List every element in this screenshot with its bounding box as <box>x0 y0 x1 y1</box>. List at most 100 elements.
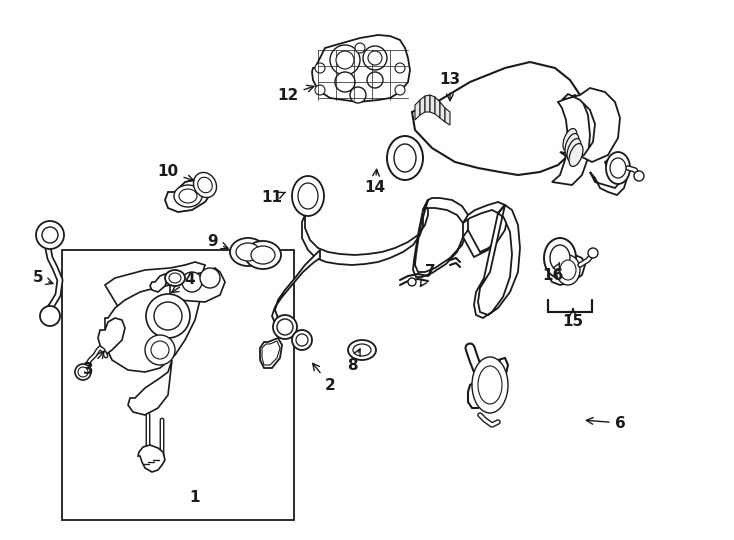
Circle shape <box>336 51 354 69</box>
Text: 3: 3 <box>83 352 104 377</box>
Ellipse shape <box>169 273 181 283</box>
Polygon shape <box>560 88 620 162</box>
Polygon shape <box>138 445 165 472</box>
Circle shape <box>277 319 293 335</box>
Ellipse shape <box>478 366 502 404</box>
Text: 12: 12 <box>277 85 314 103</box>
Polygon shape <box>413 198 468 277</box>
Text: 15: 15 <box>562 309 584 329</box>
Polygon shape <box>425 95 430 112</box>
Circle shape <box>296 334 308 346</box>
Polygon shape <box>435 97 440 118</box>
Circle shape <box>292 330 312 350</box>
Ellipse shape <box>610 158 626 178</box>
Text: 14: 14 <box>365 170 385 195</box>
Text: 11: 11 <box>261 191 286 206</box>
Text: 6: 6 <box>586 415 625 430</box>
Text: 9: 9 <box>208 234 228 249</box>
Ellipse shape <box>230 238 266 266</box>
Polygon shape <box>105 285 200 372</box>
Ellipse shape <box>236 243 260 261</box>
Circle shape <box>273 315 297 339</box>
Polygon shape <box>420 96 425 115</box>
Circle shape <box>408 278 416 286</box>
Ellipse shape <box>565 133 579 157</box>
Text: 8: 8 <box>346 349 360 373</box>
Polygon shape <box>415 100 420 120</box>
Polygon shape <box>552 95 590 185</box>
Circle shape <box>42 227 58 243</box>
Circle shape <box>368 51 382 65</box>
Circle shape <box>40 306 60 326</box>
Text: 1: 1 <box>190 490 200 505</box>
Text: 16: 16 <box>542 263 564 284</box>
Polygon shape <box>150 274 168 292</box>
Ellipse shape <box>560 260 576 280</box>
Circle shape <box>78 367 88 377</box>
Ellipse shape <box>353 344 371 356</box>
Polygon shape <box>98 318 125 355</box>
Bar <box>62 250 294 520</box>
Ellipse shape <box>197 177 212 193</box>
Ellipse shape <box>550 245 570 271</box>
Ellipse shape <box>606 152 630 184</box>
Circle shape <box>146 294 190 338</box>
Ellipse shape <box>567 139 581 161</box>
Polygon shape <box>463 202 508 257</box>
Text: 13: 13 <box>440 72 460 100</box>
Ellipse shape <box>292 176 324 216</box>
Text: 7: 7 <box>421 265 435 286</box>
Polygon shape <box>170 268 225 302</box>
Polygon shape <box>262 341 280 365</box>
Polygon shape <box>128 360 172 415</box>
Polygon shape <box>272 250 320 327</box>
Ellipse shape <box>544 238 576 278</box>
Polygon shape <box>260 338 282 368</box>
Circle shape <box>36 221 64 249</box>
Ellipse shape <box>165 270 185 286</box>
Circle shape <box>151 341 169 359</box>
Circle shape <box>182 272 202 292</box>
Circle shape <box>200 268 220 288</box>
Ellipse shape <box>556 255 580 285</box>
Ellipse shape <box>563 129 577 151</box>
Circle shape <box>330 45 360 75</box>
Circle shape <box>395 63 405 73</box>
Polygon shape <box>430 95 435 114</box>
Text: 4: 4 <box>172 273 195 293</box>
Ellipse shape <box>394 144 416 172</box>
Ellipse shape <box>179 189 197 203</box>
Ellipse shape <box>387 136 423 180</box>
Circle shape <box>395 85 405 95</box>
Ellipse shape <box>174 185 202 207</box>
Ellipse shape <box>245 241 281 269</box>
Polygon shape <box>312 35 410 102</box>
Circle shape <box>335 72 355 92</box>
Ellipse shape <box>569 144 583 166</box>
Text: 2: 2 <box>313 363 335 393</box>
Circle shape <box>588 248 598 258</box>
Polygon shape <box>440 102 445 122</box>
Ellipse shape <box>472 357 508 413</box>
Circle shape <box>350 87 366 103</box>
Polygon shape <box>590 155 628 195</box>
Circle shape <box>75 364 91 380</box>
Ellipse shape <box>251 246 275 264</box>
Polygon shape <box>105 262 205 318</box>
Circle shape <box>367 72 383 88</box>
Circle shape <box>634 171 644 181</box>
Circle shape <box>145 335 175 365</box>
Polygon shape <box>165 178 215 212</box>
Polygon shape <box>302 185 428 265</box>
Circle shape <box>355 43 365 53</box>
Polygon shape <box>445 108 450 125</box>
Polygon shape <box>548 255 585 285</box>
Circle shape <box>363 46 387 70</box>
Polygon shape <box>474 205 520 318</box>
Circle shape <box>315 85 325 95</box>
Text: 5: 5 <box>33 271 53 286</box>
Circle shape <box>315 63 325 73</box>
Circle shape <box>154 302 182 330</box>
Polygon shape <box>412 62 585 175</box>
Text: 10: 10 <box>157 165 194 181</box>
